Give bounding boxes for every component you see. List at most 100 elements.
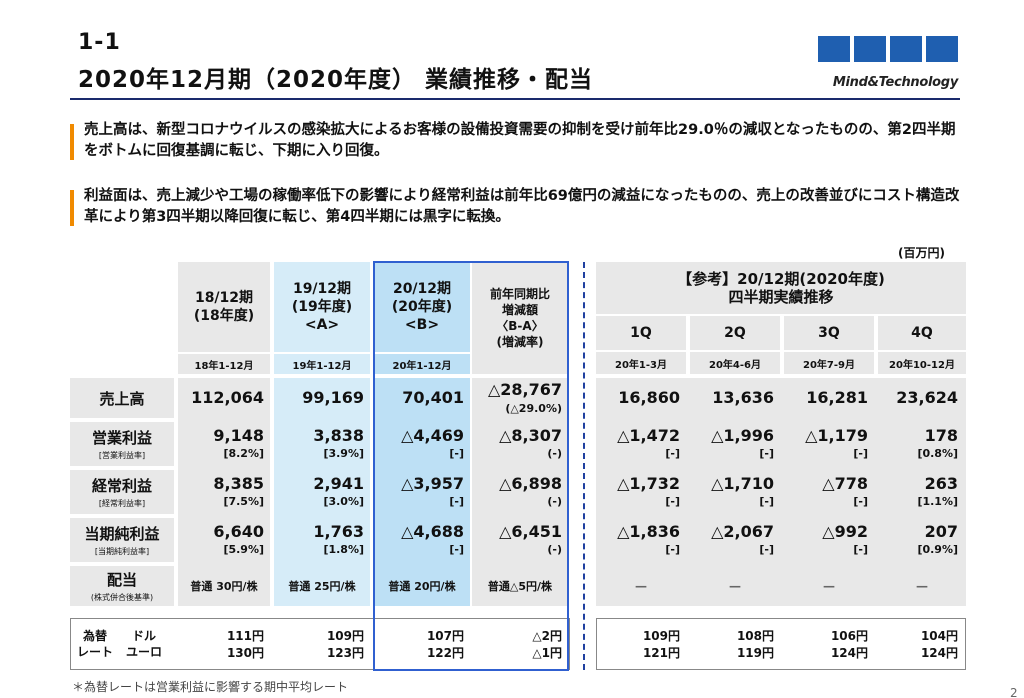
op-q3-rate: [-] [853,447,868,460]
net-q4-rate: [0.9%] [917,543,958,556]
col-header-q3: 3Q [784,316,874,350]
bullet-profit: 利益面は、売上減少や工場の稼働率低下の影響により経常利益は前年比69億円の減益に… [70,186,960,228]
fx-q2-usd: 108円 [736,629,774,643]
period-fy19: 19年1-12月 [274,354,370,374]
op-diff-rate: (-) [547,447,562,460]
sales-q4: 23,624 [896,388,958,407]
div-q1: — [635,579,647,593]
sales-diff: △28,767 [487,380,562,399]
juki-logo: Mind&Technology [818,36,958,90]
net-q1: △1,836 [617,522,680,541]
page-title: 2020年12月期（2020年度） 業績推移・配当 [78,67,594,93]
ord-diff: △6,898 [499,474,562,493]
fy20-column-bg [374,378,470,606]
fx-diff-eur: △1円 [532,646,562,660]
fx-fy18-usd: 111円 [226,629,264,643]
op-fy20-rate: [-] [449,447,464,460]
fx-row-left [70,618,570,670]
fx-q2-eur: 119円 [736,646,774,660]
op-fy19: 3,838 [313,426,364,445]
ord-fy19: 2,941 [313,474,364,493]
unit-label: (百万円) [898,246,945,260]
period-q2: 20年4-6月 [690,352,780,374]
ord-q3: △778 [822,474,868,493]
ord-diff-rate: (-) [547,495,562,508]
ord-q1: △1,732 [617,474,680,493]
sales-q1: 16,860 [618,388,680,407]
logo-tagline: Mind&Technology [832,75,958,90]
sales-q3: 16,281 [806,388,868,407]
period-q4: 20年10-12月 [878,352,966,374]
juki-logo-mark [818,36,958,62]
op-q2: △1,996 [711,426,774,445]
row-label-dividend: 配当 (株式併合後基準) [70,566,174,606]
fx-q1-usd: 109円 [642,629,680,643]
op-q4-rate: [0.8%] [917,447,958,460]
net-q4: 207 [924,522,958,541]
quarterly-bg [596,378,966,606]
fx-fy19-eur: 123円 [326,646,364,660]
fx-currency-labels: ドル ユーロ [125,629,162,659]
op-q1-rate: [-] [665,447,680,460]
op-fy19-rate: [3.9%] [323,447,364,460]
div-q2: — [729,579,741,593]
ord-fy18-rate: [7.5%] [223,495,264,508]
ord-q1-rate: [-] [665,495,680,508]
col-header-fy19: 19/12期 (19年度) <A> [274,262,370,352]
col-header-q2: 2Q [690,316,780,350]
title-divider [70,98,960,100]
period-fy20: 20年1-12月 [374,354,470,374]
div-fy18: 普通 30円/株 [190,580,258,593]
footnote: ＊為替レートは営業利益に影響する期中平均レート [72,680,349,694]
period-fy18: 18年1-12月 [178,354,270,374]
net-fy19-rate: [1.8%] [323,543,364,556]
op-fy18-rate: [8.2%] [223,447,264,460]
ord-q2-rate: [-] [759,495,774,508]
sales-diff-pct: (△29.0%) [505,402,562,415]
net-fy20-rate: [-] [449,543,464,556]
fx-q3-usd: 106円 [830,629,868,643]
fy18-column-bg [178,378,270,606]
fy19-column-bg [274,378,370,606]
period-q3: 20年7-9月 [784,352,874,374]
sales-q2: 13,636 [712,388,774,407]
fx-diff-usd: △2円 [532,629,562,643]
net-q1-rate: [-] [665,543,680,556]
ord-q2: △1,710 [711,474,774,493]
fx-row-right [596,618,966,670]
net-q3: △992 [822,522,868,541]
row-label-net-income: 当期純利益 [当期純利益率] [70,518,174,562]
fx-q1-eur: 121円 [642,646,680,660]
ord-q4-rate: [1.1%] [917,495,958,508]
op-diff: △8,307 [499,426,562,445]
div-diff: 普通△5円/株 [487,580,553,593]
ord-fy18: 8,385 [213,474,264,493]
div-q4: — [916,579,928,593]
sales-fy20: 70,401 [402,388,464,407]
op-q1: △1,472 [617,426,680,445]
col-header-q1: 1Q [596,316,686,350]
div-q3: — [823,579,835,593]
op-q3: △1,179 [805,426,868,445]
op-q4: 178 [924,426,958,445]
ord-q4: 263 [924,474,958,493]
section-number: 1-1 [78,30,121,55]
diff-column-bg [472,378,568,606]
fx-q4-usd: 104円 [920,629,958,643]
net-diff-rate: (-) [547,543,562,556]
net-q3-rate: [-] [853,543,868,556]
row-label-ordinary-income: 経常利益 [経常利益率] [70,470,174,514]
net-q2: △2,067 [711,522,774,541]
period-q1: 20年1-3月 [596,352,686,374]
col-header-quarterly: 【参考】20/12期(2020年度) 四半期実績推移 [596,262,966,314]
net-fy18: 6,640 [213,522,264,541]
sales-fy18: 112,064 [191,388,264,407]
ord-fy20-rate: [-] [449,495,464,508]
col-header-q4: 4Q [878,316,966,350]
op-fy20: △4,469 [401,426,464,445]
col-header-diff: 前年同期比 増減額 〈B-A〉 (増減率) [472,262,568,374]
fx-label: 為替 レート [76,629,113,659]
div-fy19: 普通 25円/株 [288,580,356,593]
row-label-operating-income: 営業利益 [営業利益率] [70,422,174,466]
sales-fy19: 99,169 [302,388,364,407]
